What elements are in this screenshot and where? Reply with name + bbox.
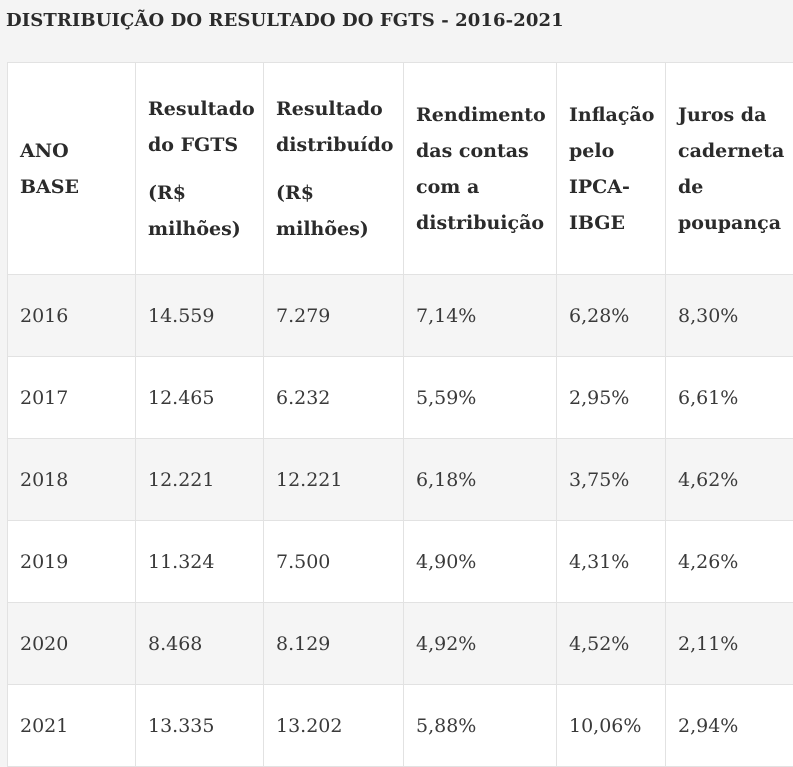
cell-inflacao: 4,52% <box>557 603 666 685</box>
cell-rendimento: 4,92% <box>404 603 557 685</box>
cell-resultado: 8.468 <box>136 603 264 685</box>
header-row: ANO BASE Resultado do FGTS (R$ milhões) … <box>8 63 793 275</box>
table-row: 2017 12.465 6.232 5,59% 2,95% 6,61% <box>8 357 793 439</box>
col-header-unit: (R$ milhões) <box>276 175 403 247</box>
col-header-inflacao: Inflação pelo IPCA- IBGE <box>557 63 666 275</box>
cell-distribuido: 6.232 <box>264 357 404 439</box>
cell-resultado: 12.465 <box>136 357 264 439</box>
table-row: 2020 8.468 8.129 4,92% 4,52% 2,11% <box>8 603 793 685</box>
cell-resultado: 14.559 <box>136 275 264 357</box>
cell-distribuido: 7.279 <box>264 275 404 357</box>
cell-inflacao: 3,75% <box>557 439 666 521</box>
cell-inflacao: 10,06% <box>557 685 666 767</box>
cell-ano: 2016 <box>8 275 136 357</box>
cell-inflacao: 6,28% <box>557 275 666 357</box>
cell-poupanca: 4,26% <box>666 521 793 603</box>
cell-ano: 2021 <box>8 685 136 767</box>
cell-distribuido: 12.221 <box>264 439 404 521</box>
cell-poupanca: 8,30% <box>666 275 793 357</box>
cell-rendimento: 5,88% <box>404 685 557 767</box>
cell-inflacao: 4,31% <box>557 521 666 603</box>
cell-rendimento: 5,59% <box>404 357 557 439</box>
table-row: 2021 13.335 13.202 5,88% 10,06% 2,94% <box>8 685 793 767</box>
cell-rendimento: 6,18% <box>404 439 557 521</box>
cell-resultado: 11.324 <box>136 521 264 603</box>
cell-poupanca: 4,62% <box>666 439 793 521</box>
cell-ano: 2017 <box>8 357 136 439</box>
col-header-label: Inflação pelo IPCA- IBGE <box>569 97 665 241</box>
cell-rendimento: 4,90% <box>404 521 557 603</box>
cell-inflacao: 2,95% <box>557 357 666 439</box>
cell-ano: 2020 <box>8 603 136 685</box>
col-header-juros-poupanca: Juros da caderneta de poupança <box>666 63 793 275</box>
cell-poupanca: 2,11% <box>666 603 793 685</box>
col-header-label: ANO BASE <box>20 133 135 205</box>
cell-poupanca: 2,94% <box>666 685 793 767</box>
col-header-label: Rendimento das contas com a distribuição <box>416 97 556 241</box>
table-row: 2019 11.324 7.500 4,90% 4,31% 4,26% <box>8 521 793 603</box>
col-header-label: Resultado distribuído <box>276 91 403 163</box>
cell-distribuido: 13.202 <box>264 685 404 767</box>
col-header-resultado-distribuido: Resultado distribuído (R$ milhões) <box>264 63 404 275</box>
cell-ano: 2018 <box>8 439 136 521</box>
col-header-ano-base: ANO BASE <box>8 63 136 275</box>
col-header-rendimento: Rendimento das contas com a distribuição <box>404 63 557 275</box>
col-header-resultado-fgts: Resultado do FGTS (R$ milhões) <box>136 63 264 275</box>
table-row: 2018 12.221 12.221 6,18% 3,75% 4,62% <box>8 439 793 521</box>
cell-resultado: 13.335 <box>136 685 264 767</box>
cell-poupanca: 6,61% <box>666 357 793 439</box>
cell-distribuido: 8.129 <box>264 603 404 685</box>
col-header-label: Resultado do FGTS <box>148 91 263 163</box>
cell-rendimento: 7,14% <box>404 275 557 357</box>
cell-distribuido: 7.500 <box>264 521 404 603</box>
table-row: 2016 14.559 7.279 7,14% 6,28% 8,30% <box>8 275 793 357</box>
col-header-unit: (R$ milhões) <box>148 175 263 247</box>
cell-ano: 2019 <box>8 521 136 603</box>
fgts-distribution-table: ANO BASE Resultado do FGTS (R$ milhões) … <box>7 62 793 767</box>
col-header-label: Juros da caderneta de poupança <box>678 97 793 241</box>
table-title: DISTRIBUIÇÃO DO RESULTADO DO FGTS - 2016… <box>6 10 564 31</box>
cell-resultado: 12.221 <box>136 439 264 521</box>
